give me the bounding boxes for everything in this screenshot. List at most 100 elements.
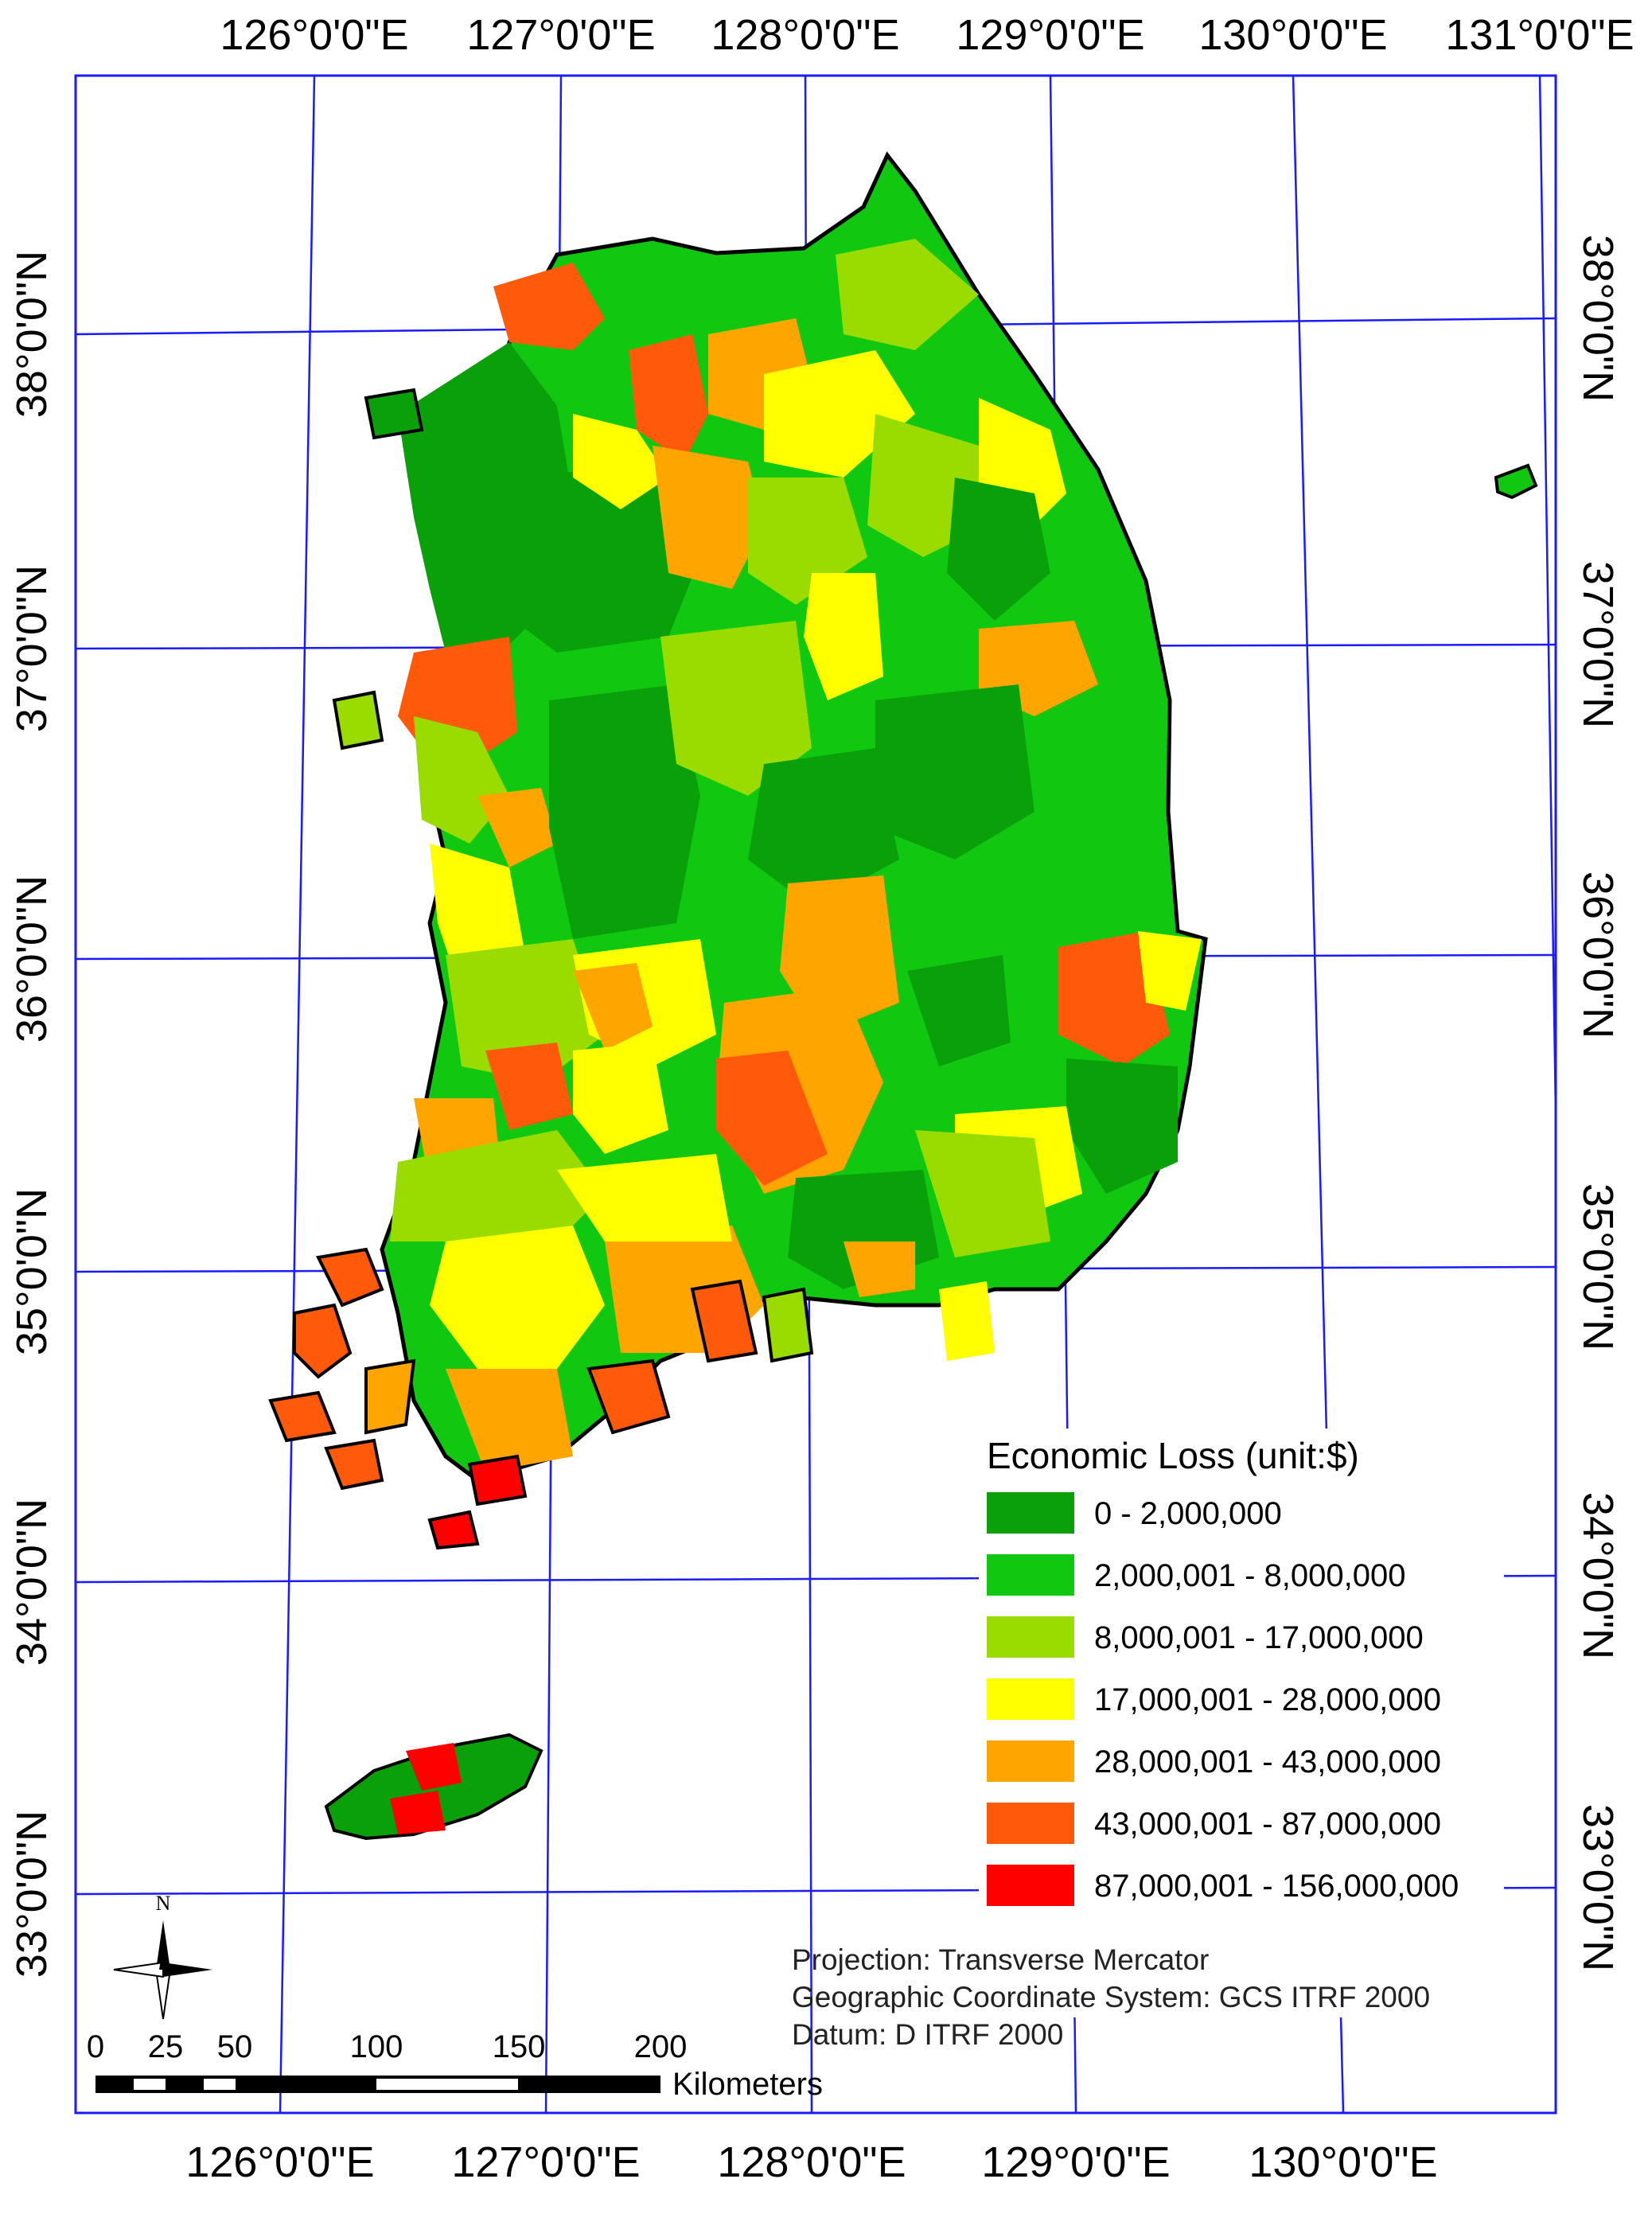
legend-label-6: 43,000,001 - 87,000,000 bbox=[1094, 1807, 1441, 1842]
label-top-127e: 127°0'0"E bbox=[466, 11, 655, 59]
legend-label-1: 0 - 2,000,000 bbox=[1094, 1496, 1282, 1531]
graticule-bottom-labels: 126°0'0"E 127°0'0"E 128°0'0"E 129°0'0"E … bbox=[185, 2138, 1437, 2186]
projection-info: Projection: Transverse Mercator Geograph… bbox=[792, 1943, 1430, 2051]
region-orange-jeonbuk bbox=[573, 963, 653, 1050]
island-south-orange-1 bbox=[586, 1358, 671, 1435]
label-top-129e: 129°0'0"E bbox=[956, 11, 1144, 59]
legend-label-5: 28,000,001 - 43,000,000 bbox=[1094, 1744, 1441, 1779]
label-right-37n: 37°0'0"N bbox=[1574, 561, 1622, 728]
region-yellow-jeonnam-2 bbox=[557, 1154, 732, 1241]
region-north-orange bbox=[629, 334, 708, 462]
scale-unit: Kilometers bbox=[672, 2067, 823, 2102]
region-north-yellow bbox=[573, 414, 668, 509]
projection-line-2: Geographic Coordinate System: GCS ITRF 2… bbox=[792, 1981, 1430, 2013]
island-south-red-1 bbox=[467, 1454, 528, 1507]
label-right-36n: 36°0'0"N bbox=[1574, 871, 1622, 1039]
region-dark-ulsan bbox=[1066, 1058, 1178, 1194]
island-southwest-4 bbox=[324, 1438, 384, 1491]
legend-swatch-6 bbox=[987, 1803, 1074, 1844]
legend-label-3: 8,000,001 - 17,000,000 bbox=[1094, 1620, 1424, 1655]
projection-line-3: Datum: D ITRF 2000 bbox=[792, 2018, 1063, 2051]
scale-tick-150: 150 bbox=[493, 2029, 546, 2064]
graticule-top-labels: 126°0'0"E 127°0'0"E 128°0'0"E 129°0'0"E … bbox=[220, 11, 1634, 59]
graticule-left-labels: 38°0'0"N 37°0'0"N 36°0'0"N 35°0'0"N 34°0… bbox=[8, 251, 56, 1978]
region-dark-central-2 bbox=[748, 748, 899, 907]
north-arrow-label: N bbox=[156, 1892, 171, 1915]
region-yellow-jeonbuk-2 bbox=[573, 1043, 668, 1154]
region-yellow-geoje bbox=[939, 1281, 995, 1361]
label-bottom-129e: 129°0'0"E bbox=[981, 2138, 1170, 2186]
scale-tick-0: 0 bbox=[87, 2029, 104, 2064]
island-jeju-red-2 bbox=[390, 1791, 446, 1834]
region-lightgreen-central bbox=[660, 621, 812, 796]
legend-label-7: 87,000,001 - 156,000,000 bbox=[1094, 1869, 1459, 1904]
scale-tick-25: 25 bbox=[148, 2029, 184, 2064]
region-lightgreen-jeonbuk bbox=[446, 939, 605, 1082]
island-west-lightgreen bbox=[332, 690, 384, 750]
label-bottom-130e: 130°0'0"E bbox=[1249, 2138, 1437, 2186]
region-orange-jeonnam-2 bbox=[446, 1369, 573, 1472]
legend: Economic Loss (unit:$) 0 - 2,000,000 2,0… bbox=[979, 1429, 1504, 2017]
region-orange-1 bbox=[653, 446, 764, 589]
label-top-130e: 130°0'0"E bbox=[1198, 11, 1387, 59]
mainland bbox=[380, 151, 1208, 1483]
legend-swatch-2 bbox=[987, 1554, 1074, 1596]
label-left-35n: 35°0'0"N bbox=[8, 1188, 56, 1355]
island-southwest-3 bbox=[316, 1247, 384, 1308]
legend-swatch-3 bbox=[987, 1616, 1074, 1658]
region-orange-tongyeong bbox=[844, 1241, 915, 1297]
label-right-35n: 35°0'0"N bbox=[1574, 1183, 1622, 1351]
region-dark-central bbox=[549, 684, 700, 939]
island-south-red-2 bbox=[427, 1510, 480, 1550]
label-bottom-126e: 126°0'0"E bbox=[185, 2138, 374, 2186]
label-left-34n: 34°0'0"N bbox=[8, 1499, 56, 1666]
region-redorange-jeonbuk bbox=[485, 1043, 573, 1130]
region-lightgreen-2 bbox=[836, 239, 979, 350]
label-right-38n: 38°0'0"N bbox=[1574, 235, 1622, 402]
region-ganghwa-orange bbox=[493, 263, 605, 350]
scale-bar: 0 25 50 100 150 200 Kilometers bbox=[87, 2029, 823, 2102]
graticule-right-labels: 38°0'0"N 37°0'0"N 36°0'0"N 35°0'0"N 34°0… bbox=[1574, 235, 1622, 1971]
legend-swatch-4 bbox=[987, 1678, 1074, 1720]
scale-tick-50: 50 bbox=[217, 2029, 253, 2064]
north-arrow: N bbox=[113, 1892, 212, 2020]
island-ulleungdo bbox=[1494, 463, 1538, 500]
label-left-37n: 37°0'0"N bbox=[8, 565, 56, 732]
scale-tick-100: 100 bbox=[350, 2029, 403, 2064]
label-bottom-128e: 128°0'0"E bbox=[717, 2138, 906, 2186]
region-dark-pohang bbox=[907, 955, 1011, 1066]
region-dark-east-2 bbox=[875, 684, 1034, 859]
projection-line-1: Projection: Transverse Mercator bbox=[792, 1943, 1209, 1976]
label-left-38n: 38°0'0"N bbox=[8, 251, 56, 418]
island-southwest-2 bbox=[268, 1390, 337, 1443]
island-jeju-red-1 bbox=[406, 1743, 462, 1791]
label-left-33n: 33°0'0"N bbox=[8, 1811, 56, 1978]
region-dark-east bbox=[947, 477, 1050, 621]
islands bbox=[268, 388, 1538, 1841]
legend-title: Economic Loss (unit:$) bbox=[987, 1435, 1359, 1476]
label-right-33n: 33°0'0"N bbox=[1574, 1804, 1622, 1971]
label-left-36n: 36°0'0"N bbox=[8, 875, 56, 1043]
island-namhae-orange bbox=[364, 1358, 416, 1435]
label-top-131e: 131°0'0"E bbox=[1445, 11, 1634, 59]
region-redorange-daegu bbox=[716, 1050, 828, 1186]
island-southwest-1 bbox=[293, 1303, 353, 1379]
label-right-34n: 34°0'0"N bbox=[1574, 1492, 1622, 1659]
region-yellow-mid bbox=[804, 573, 883, 700]
legend-swatch-1 bbox=[987, 1492, 1074, 1534]
island-geoje-lightgreen bbox=[762, 1287, 814, 1363]
region-yellow-jeonnam bbox=[430, 1226, 605, 1369]
label-top-128e: 128°0'0"E bbox=[711, 11, 899, 59]
region-orange-small bbox=[477, 788, 557, 867]
label-bottom-127e: 127°0'0"E bbox=[451, 2138, 640, 2186]
region-yellow-pohang bbox=[1138, 931, 1202, 1011]
region-gyeonggi-dark bbox=[493, 462, 700, 653]
scale-tick-200: 200 bbox=[634, 2029, 688, 2064]
region-lightgreen-jeonnam bbox=[390, 1130, 605, 1241]
legend-label-4: 17,000,001 - 28,000,000 bbox=[1094, 1682, 1441, 1717]
legend-swatch-5 bbox=[987, 1740, 1074, 1782]
island-south-orange-2 bbox=[690, 1279, 758, 1363]
region-lightgreen-gyeongnam bbox=[915, 1130, 1050, 1257]
legend-swatch-7 bbox=[987, 1865, 1074, 1906]
